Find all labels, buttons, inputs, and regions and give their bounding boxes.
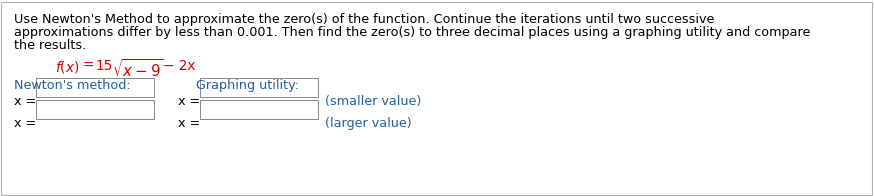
Text: =: = [83, 59, 94, 73]
Text: Newton's method:: Newton's method: [14, 79, 131, 92]
Text: x =: x = [14, 95, 36, 108]
FancyBboxPatch shape [36, 100, 154, 119]
Text: the results.: the results. [14, 39, 87, 52]
Text: x =: x = [178, 95, 200, 108]
Text: x =: x = [178, 117, 200, 130]
FancyBboxPatch shape [36, 78, 154, 97]
Text: Graphing utility:: Graphing utility: [196, 79, 299, 92]
Text: $\sqrt{x-9}$: $\sqrt{x-9}$ [112, 58, 163, 80]
Text: 15: 15 [96, 59, 114, 73]
Text: Use Newton's Method to approximate the zero(s) of the function. Continue the ite: Use Newton's Method to approximate the z… [14, 13, 714, 26]
FancyBboxPatch shape [200, 78, 318, 97]
Text: $\mathit{f(x)}$: $\mathit{f(x)}$ [55, 59, 80, 75]
FancyBboxPatch shape [200, 100, 318, 119]
Text: − 2x: − 2x [163, 59, 196, 73]
Text: (larger value): (larger value) [325, 117, 412, 130]
Text: (smaller value): (smaller value) [325, 95, 421, 108]
Text: approximations differ by less than 0.001. Then find the zero(s) to three decimal: approximations differ by less than 0.001… [14, 26, 810, 39]
Text: x =: x = [14, 117, 36, 130]
